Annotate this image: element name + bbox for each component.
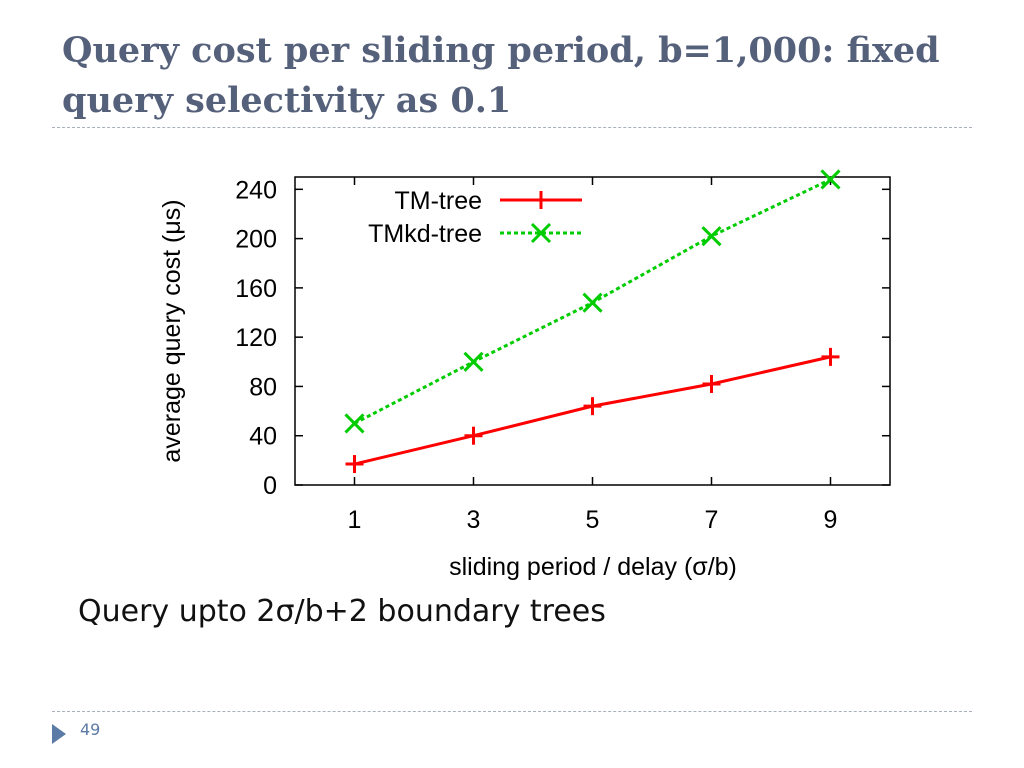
series-layer — [344, 169, 841, 474]
play-triangle-icon — [52, 724, 66, 744]
x-axis-label: sliding period / delay (σ/b) — [449, 553, 737, 581]
legend: TM-tree TMkd-tree — [368, 187, 582, 248]
series-0-point — [821, 347, 840, 366]
legend-label: TMkd-tree — [368, 220, 482, 248]
y-tick-label: 40 — [249, 423, 277, 451]
footer-divider — [52, 711, 972, 712]
series-1-point — [463, 351, 484, 372]
legend-label: TM-tree — [395, 187, 483, 215]
y-tick-label: 200 — [235, 226, 277, 254]
page-number: 49 — [80, 720, 101, 739]
series-1-point — [820, 169, 841, 190]
title-divider — [52, 127, 972, 128]
y-tick-label: 80 — [249, 373, 277, 401]
y-tick-label: 120 — [235, 324, 277, 352]
x-axis: 1 3 5 7 9 — [348, 177, 838, 534]
slide-title: Query cost per sliding period, b=1,000: … — [62, 26, 982, 126]
series-0-point — [583, 397, 602, 416]
x-tick-label: 5 — [586, 506, 600, 534]
query-cost-chart: 0 40 80 120 160 200 240 1 3 5 7 9 average query co… — [158, 169, 891, 581]
x-tick-label: 1 — [348, 506, 362, 534]
series-1-point — [344, 413, 365, 434]
series-1-point — [701, 226, 722, 247]
x-tick-label: 7 — [705, 506, 719, 534]
y-axis-label: average query cost (μs) — [158, 199, 186, 462]
x-tick-label: 3 — [467, 506, 481, 534]
series-0-point — [702, 374, 721, 393]
bullet-text: Query upto 2σ/b+2 boundary trees — [78, 594, 606, 629]
x-tick-label: 9 — [824, 506, 838, 534]
legend-marker — [532, 191, 550, 209]
legend-marker — [530, 222, 552, 244]
y-axis: 0 40 80 120 160 200 240 — [235, 176, 890, 500]
series-0-point — [345, 455, 364, 474]
y-tick-label: 160 — [235, 275, 277, 303]
y-tick-label: 240 — [235, 176, 277, 204]
slide-title-line-2: query selectivity as 0.1 — [62, 80, 512, 121]
series-1-point — [582, 292, 603, 313]
y-tick-label: 0 — [263, 472, 277, 500]
series-0-point — [464, 426, 483, 445]
slide-title-line-1: Query cost per sliding period, b=1,000: … — [62, 30, 940, 71]
